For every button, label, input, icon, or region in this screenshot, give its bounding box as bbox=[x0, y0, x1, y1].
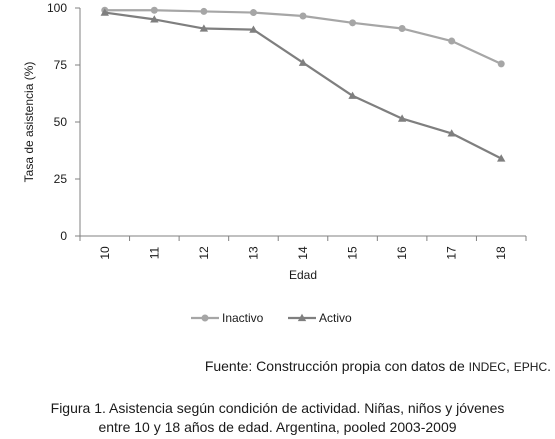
x-tick-label: 14 bbox=[296, 246, 310, 260]
x-tick-label: 10 bbox=[98, 246, 112, 260]
legend-swatch-marker bbox=[201, 314, 209, 322]
source-suffix: . bbox=[547, 358, 551, 374]
data-point-activo bbox=[100, 8, 109, 16]
x-axis-title: Edad bbox=[289, 268, 317, 282]
data-point-inactivo bbox=[200, 7, 208, 15]
series bbox=[100, 6, 506, 162]
legend-item-activo: Activo bbox=[288, 311, 352, 325]
data-point-activo bbox=[348, 91, 357, 99]
source-separator: , bbox=[505, 358, 514, 374]
legend-swatch-marker bbox=[297, 313, 307, 322]
data-point-activo bbox=[447, 129, 456, 137]
legend-label-activo: Activo bbox=[319, 311, 352, 325]
caption-line-1: Figura 1. Asistencia según condición de … bbox=[50, 400, 505, 416]
data-point-activo bbox=[497, 154, 506, 162]
x-tick-label: 11 bbox=[147, 246, 161, 259]
y-axis: 0 25 50 75 100 bbox=[47, 1, 81, 243]
data-point-inactivo bbox=[150, 6, 158, 14]
figure-caption: Figura 1. Asistencia según condición de … bbox=[0, 399, 555, 437]
data-point-inactivo bbox=[299, 12, 307, 20]
y-tick-label: 75 bbox=[54, 58, 68, 72]
data-point-inactivo bbox=[349, 19, 357, 27]
x-tick-label: 12 bbox=[197, 246, 211, 260]
series-line-activo bbox=[104, 11, 502, 160]
data-point-inactivo bbox=[497, 60, 505, 68]
data-point-activo bbox=[249, 25, 258, 33]
source-note: Fuente: Construcción propia con datos de… bbox=[0, 358, 551, 374]
data-point-inactivo bbox=[448, 37, 456, 45]
legend-label-inactivo: Inactivo bbox=[222, 311, 264, 325]
y-axis-title: Tasa de asistencia (%) bbox=[22, 62, 36, 183]
legend: Inactivo Activo bbox=[191, 311, 352, 325]
source-prefix: Fuente: Construcción propia con datos de bbox=[204, 358, 469, 374]
caption-line-2: entre 10 y 18 años de edad. Argentina, p… bbox=[98, 419, 457, 435]
data-point-inactivo bbox=[398, 25, 406, 33]
source-org-indec: INDEC bbox=[468, 360, 506, 374]
y-tick-label: 0 bbox=[60, 229, 67, 243]
legend-item-inactivo: Inactivo bbox=[191, 311, 264, 325]
y-tick-label: 50 bbox=[54, 115, 68, 129]
data-point-activo bbox=[150, 15, 159, 23]
data-point-activo bbox=[397, 114, 407, 122]
y-tick-label: 100 bbox=[47, 1, 67, 15]
x-tick-label: 15 bbox=[346, 246, 360, 260]
line-chart: 0 25 50 75 100 10 11 12 13 14 15 16 17 18 Tasa de as… bbox=[22, 1, 527, 325]
x-tick-label: 18 bbox=[494, 246, 508, 260]
data-point-activo bbox=[298, 58, 308, 66]
data-point-activo bbox=[199, 24, 209, 32]
x-axis: 10 11 12 13 14 15 16 17 18 bbox=[79, 235, 527, 260]
y-tick-label: 25 bbox=[54, 172, 68, 186]
series-inactivo bbox=[101, 6, 505, 68]
series-activo bbox=[100, 8, 506, 162]
x-tick-label: 13 bbox=[246, 246, 260, 260]
source-org-ephc: EPHC bbox=[513, 360, 548, 374]
x-tick-label: 16 bbox=[395, 246, 409, 260]
x-tick-label: 17 bbox=[445, 246, 459, 260]
data-point-inactivo bbox=[249, 9, 257, 17]
